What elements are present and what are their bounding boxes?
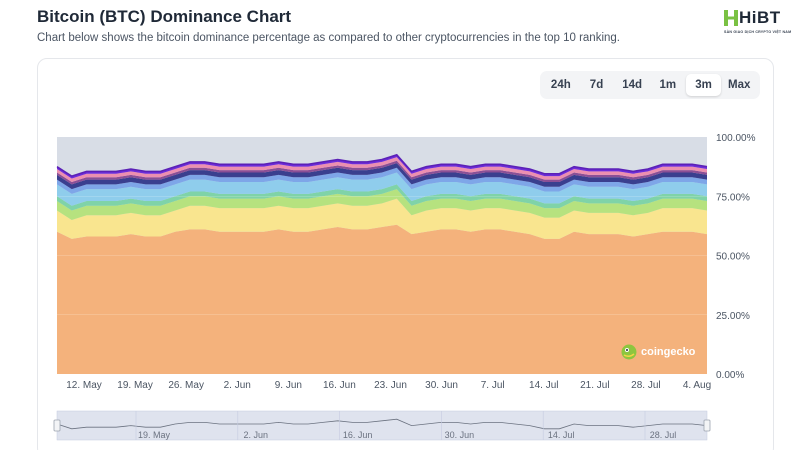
area-series-6 bbox=[57, 167, 707, 194]
area-series-4 bbox=[57, 184, 707, 211]
hibt-logo: HiBT SÀN GIAO DỊCH CRYPTO VIỆT NAM bbox=[724, 8, 794, 40]
page-title: Bitcoin (BTC) Dominance Chart bbox=[37, 7, 292, 26]
range-14d-button[interactable]: 14d bbox=[622, 79, 643, 91]
x-tick-label: 2. Jun bbox=[224, 380, 251, 391]
area-top-outline bbox=[56, 153, 708, 177]
navigator-tick-label: 16. Jun bbox=[343, 430, 373, 440]
navigator-tick-label: 2. Jun bbox=[244, 430, 269, 440]
y-tick-label: 50.00% bbox=[716, 252, 750, 263]
x-tick-label: 16. Jun bbox=[323, 380, 356, 391]
area-series-3 bbox=[57, 189, 707, 220]
watermark-text: coingecko bbox=[641, 346, 696, 358]
navigator-right-handle[interactable] bbox=[703, 419, 711, 432]
x-tick-label: 7. Jul bbox=[481, 380, 505, 391]
x-tick-label: 30. Jun bbox=[425, 380, 458, 391]
navigator-left-handle[interactable] bbox=[53, 419, 61, 432]
range-navigator[interactable]: 19. May 2. Jun 16. Jun 30. Jun 14. Jul 28. Ju… bbox=[53, 410, 711, 441]
coingecko-watermark: coingecko bbox=[621, 344, 695, 360]
x-tick-label: 21. Jul bbox=[580, 380, 609, 391]
grid-lines bbox=[57, 195, 707, 316]
navigator-tick-label: 28. Jul bbox=[650, 430, 677, 440]
area-series-5 bbox=[57, 172, 707, 206]
navigator-line bbox=[56, 418, 708, 430]
x-tick-label: 4. Aug bbox=[683, 380, 711, 391]
navigator-tick-label: 19. May bbox=[138, 430, 171, 440]
y-tick-label: 25.00% bbox=[716, 311, 750, 322]
range-3m-button[interactable]: 3m bbox=[685, 74, 722, 96]
x-tick-label: 23. Jun bbox=[374, 380, 407, 391]
x-tick-label: 14. Jul bbox=[529, 380, 558, 391]
y-tick-label: 100.00% bbox=[716, 133, 756, 144]
gecko-icon bbox=[621, 344, 637, 360]
area-series-1 bbox=[57, 224, 707, 374]
hibt-logo-mark bbox=[724, 9, 738, 27]
x-tick-label: 19. May bbox=[117, 380, 153, 391]
y-tick-label: 75.00% bbox=[716, 192, 750, 203]
navigator-tick-label: 14. Jul bbox=[548, 430, 575, 440]
range-7d-button[interactable]: 7d bbox=[589, 79, 604, 91]
time-range-selector: 24h 7d 14d 1m 3m Max bbox=[540, 71, 760, 99]
area-series-7 bbox=[57, 163, 707, 190]
x-tick-label: 28. Jul bbox=[631, 380, 660, 391]
navigator-axis: 19. May 2. Jun 16. Jun 30. Jun 14. Jul 28. Ju… bbox=[135, 411, 677, 440]
range-1m-button[interactable]: 1m bbox=[659, 79, 677, 91]
y-axis: 0.00% 25.00% 50.00% 75.00% 100.00% bbox=[716, 133, 756, 381]
x-tick-label: 12. May bbox=[66, 380, 102, 391]
x-tick-label: 26. May bbox=[168, 380, 204, 391]
logo-tagline: SÀN GIAO DỊCH CRYPTO VIỆT NAM bbox=[724, 30, 792, 34]
y-tick-label: 0.00% bbox=[716, 370, 744, 381]
x-axis: 12. May 19. May 26. May 2. Jun 9. Jun 16. Jun… bbox=[66, 380, 711, 391]
area-series-9 bbox=[57, 157, 707, 183]
area-series-2 bbox=[57, 198, 707, 239]
area-series-group bbox=[56, 153, 708, 374]
x-tick-label: 9. Jun bbox=[275, 380, 302, 391]
page-subtitle: Chart below shows the bitcoin dominance … bbox=[37, 32, 620, 44]
range-max-button[interactable]: Max bbox=[728, 79, 751, 91]
navigator-tick-label: 30. Jun bbox=[445, 430, 475, 440]
range-24h-button[interactable]: 24h bbox=[550, 79, 571, 91]
logo-text: HiBT bbox=[739, 8, 781, 27]
